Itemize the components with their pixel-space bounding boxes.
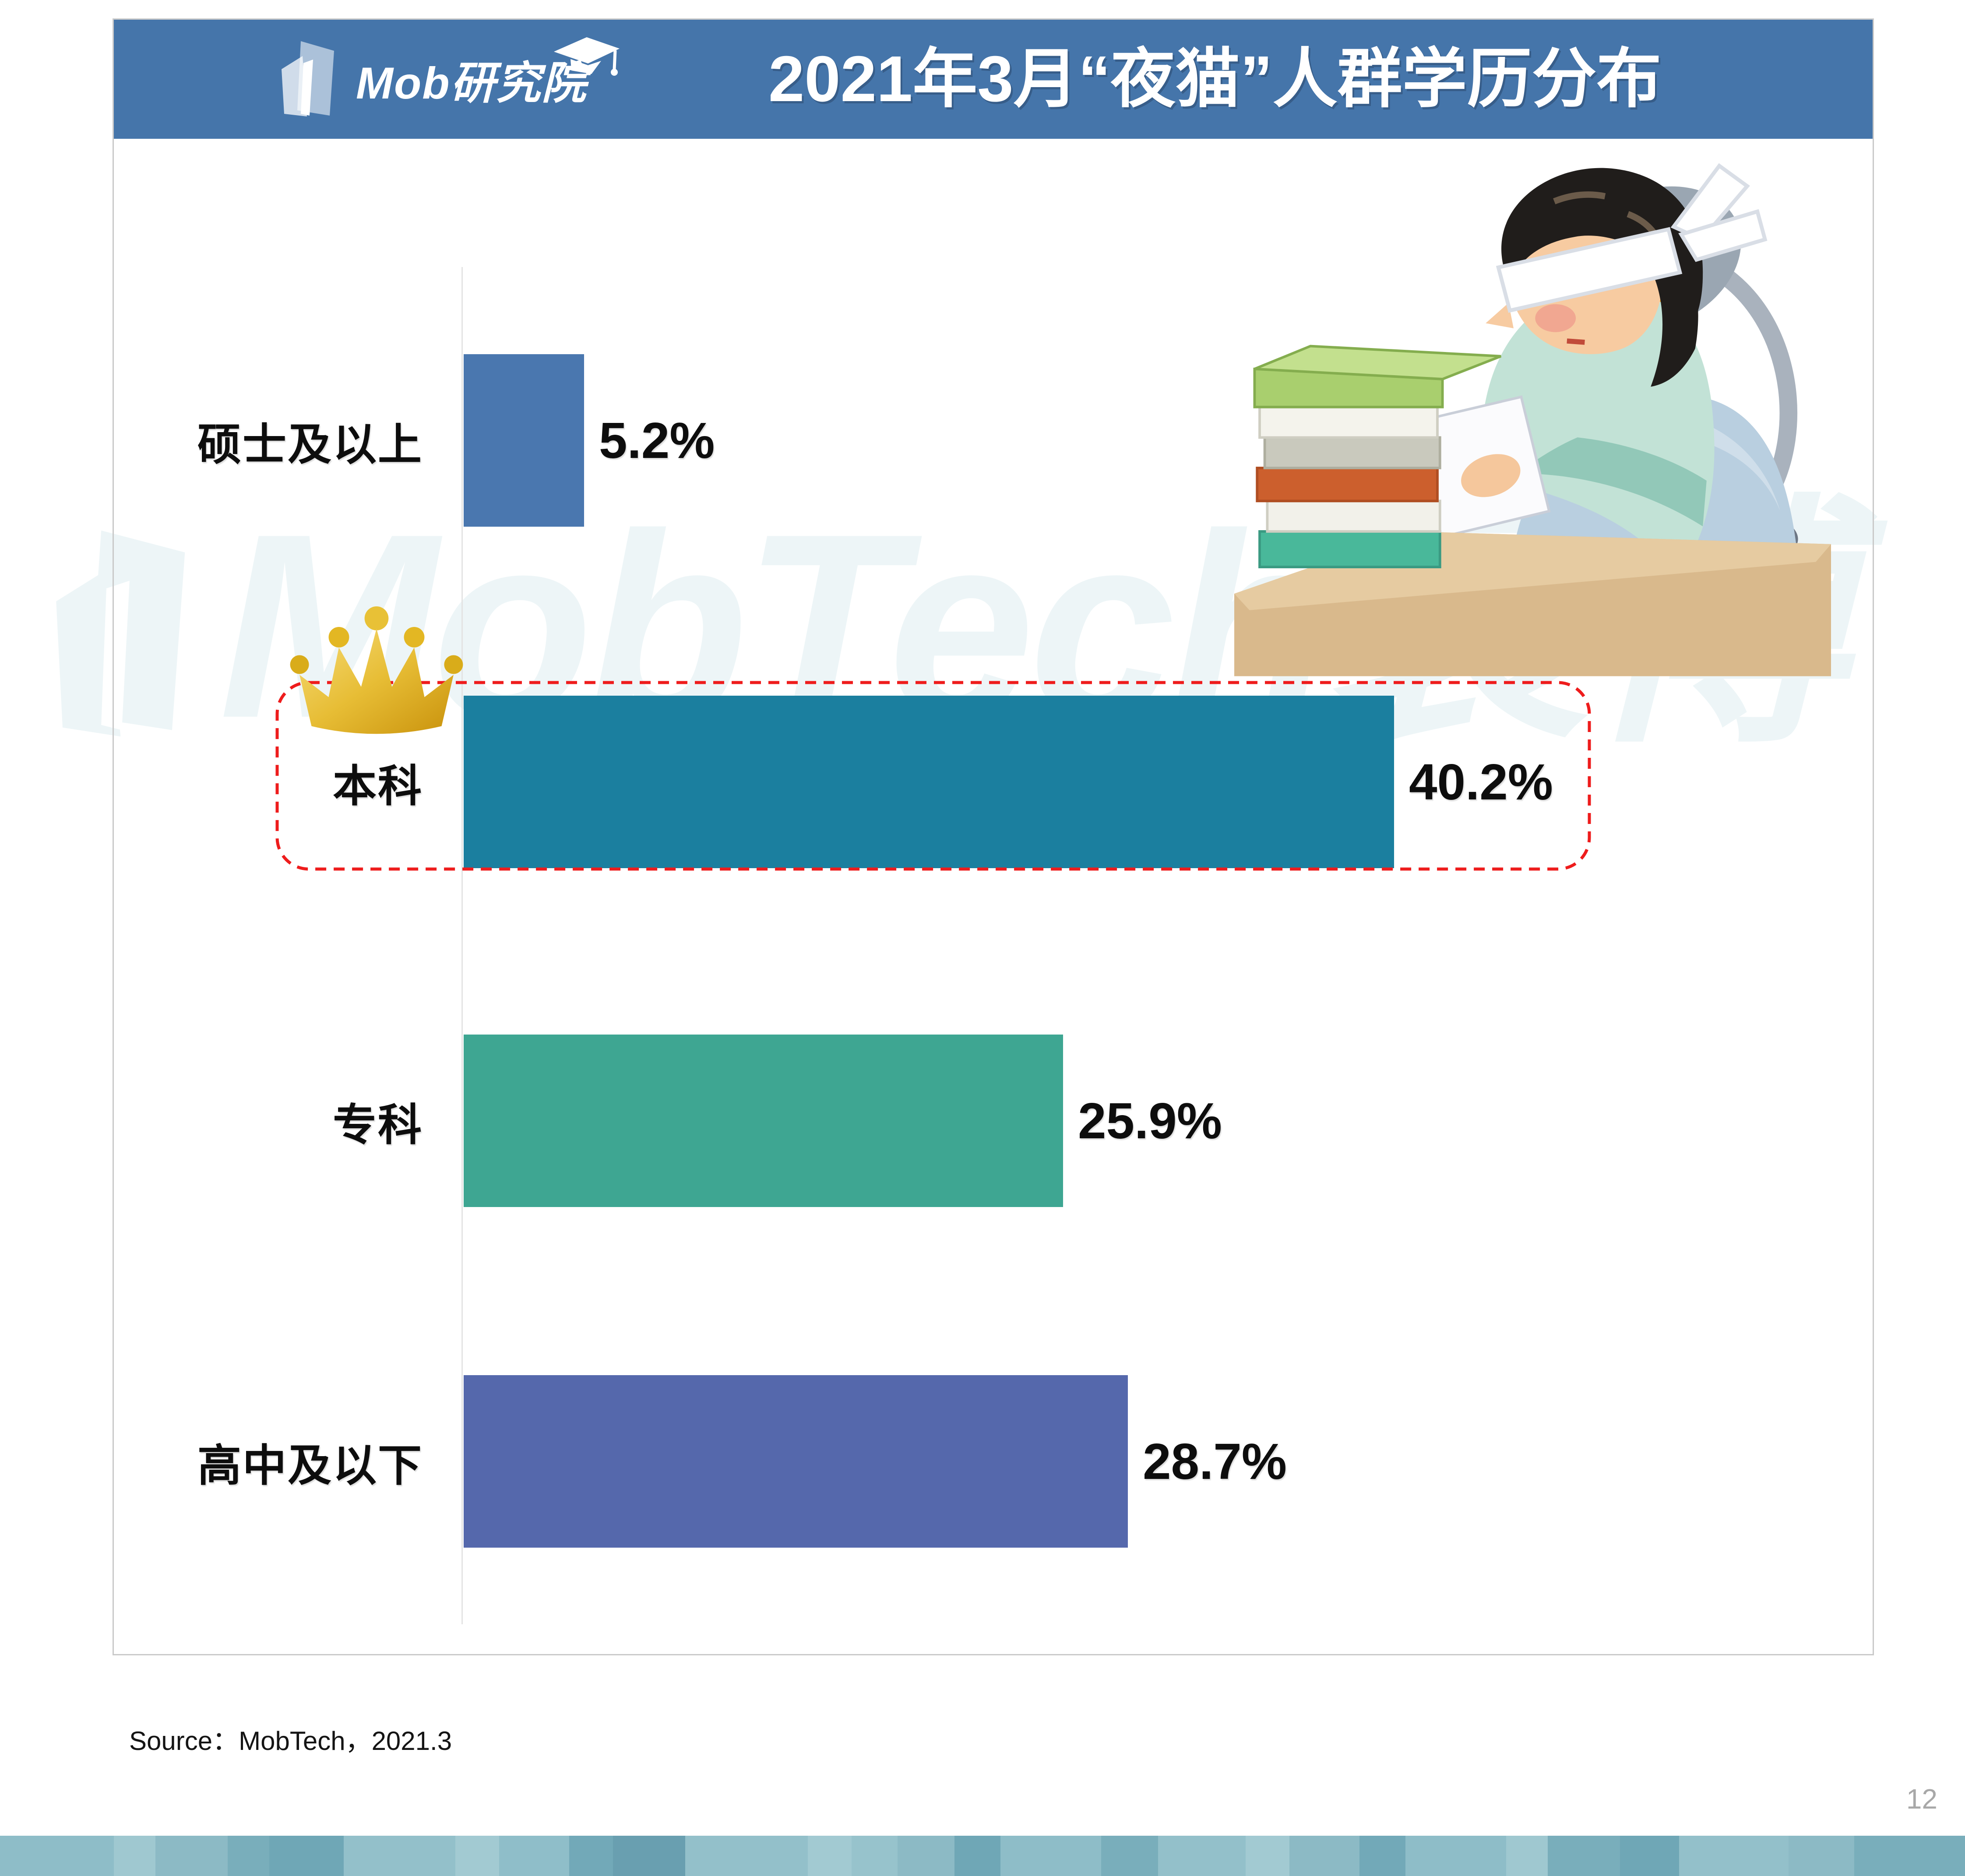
studying-student-illustration (1222, 155, 1856, 679)
value-label: 28.7% (1143, 1433, 1287, 1490)
strip-block (1620, 1836, 1679, 1876)
strip-block (1101, 1836, 1158, 1876)
brand-name: Mob研究院 (356, 58, 587, 108)
strip-block (344, 1836, 455, 1876)
strip-block (898, 1836, 954, 1876)
category-label: 硕士及以上 (197, 420, 423, 469)
mob-building-watermark-icon (48, 521, 206, 784)
strip-block (1679, 1836, 1789, 1876)
crown-icon (282, 604, 471, 744)
strip-block (1854, 1836, 1965, 1876)
bar (464, 354, 584, 527)
strip-block (1359, 1836, 1405, 1876)
bar (464, 696, 1394, 868)
y-axis-line (461, 267, 463, 1624)
strip-block (808, 1836, 852, 1876)
strip-block (954, 1836, 1000, 1876)
strip-block (455, 1836, 499, 1876)
bar-row: 本科 40.2% (0, 696, 1965, 868)
strip-block (685, 1836, 808, 1876)
bar (464, 1375, 1128, 1548)
graduation-cap-icon (549, 32, 624, 82)
strip-block (1246, 1836, 1289, 1876)
strip-block (1158, 1836, 1246, 1876)
strip-block (499, 1836, 569, 1876)
strip-block (1789, 1836, 1854, 1876)
chart-frame: Mob研究院 2021年3月“夜猫”人群学历分布 (113, 18, 1874, 1655)
strip-block (1548, 1836, 1620, 1876)
strip-block (114, 1836, 155, 1876)
category-label: 高中及以下 (197, 1441, 423, 1490)
header-bar: Mob研究院 2021年3月“夜猫”人群学历分布 (114, 20, 1873, 139)
strip-block (852, 1836, 898, 1876)
category-label: 本科 (333, 761, 423, 811)
page-title: 2021年3月“夜猫”人群学历分布 (768, 43, 1662, 115)
bar-row: 专科 25.9% (0, 1035, 1965, 1207)
strip-block (269, 1836, 344, 1876)
strip-block (0, 1836, 114, 1876)
strip-block (1000, 1836, 1101, 1876)
mob-building-icon (278, 38, 344, 121)
strip-block (228, 1836, 269, 1876)
category-label: 专科 (333, 1100, 423, 1150)
bar (464, 1035, 1063, 1207)
brand-logo: Mob研究院 (278, 20, 587, 139)
books-stack (1253, 345, 1502, 568)
bar-row: 高中及以下 28.7% (0, 1375, 1965, 1548)
footer-strip (0, 1836, 1965, 1876)
highlight-dashed-box (275, 680, 1592, 873)
strip-block (1289, 1836, 1359, 1876)
page-number: 12 (1906, 1783, 1937, 1815)
strip-block (613, 1836, 685, 1876)
value-label: 5.2% (599, 412, 715, 469)
value-label: 40.2% (1409, 753, 1553, 810)
strip-block (1506, 1836, 1548, 1876)
strip-block (569, 1836, 613, 1876)
bar-row: 硕士及以上 5.2% (0, 354, 1965, 527)
source-note: Source：MobTech，2021.3 (129, 1726, 452, 1756)
value-label: 25.9% (1078, 1092, 1222, 1149)
strip-block (1405, 1836, 1506, 1876)
strip-block (155, 1836, 228, 1876)
